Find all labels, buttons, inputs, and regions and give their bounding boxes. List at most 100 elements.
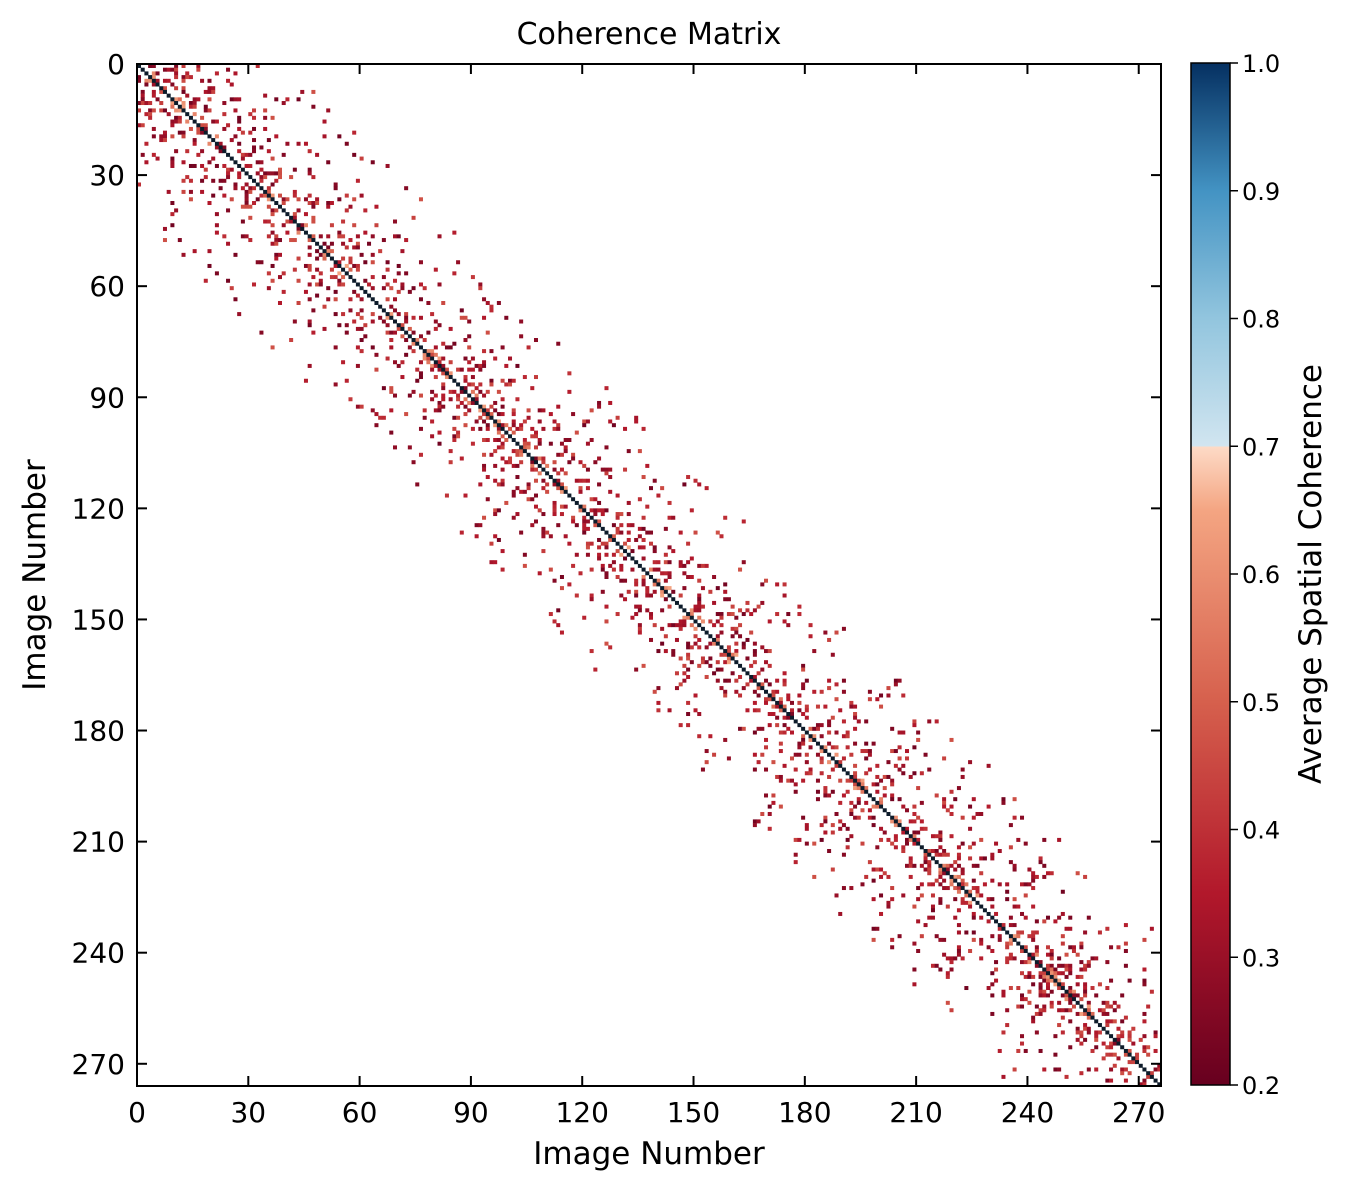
heatmap-cell [200,130,205,135]
diagonal-cell [641,567,646,572]
heatmap-cell [1057,978,1062,983]
heatmap-cell [1060,934,1065,939]
heatmap-cell [875,845,880,850]
diagonal-cell [823,749,828,754]
heatmap-cell [166,112,171,117]
heatmap-cell [170,134,175,139]
heatmap-cell [682,615,687,620]
heatmap-cell [953,797,958,802]
heatmap-cell [248,238,253,243]
heatmap-cell [593,523,598,528]
diagonal-cell [363,289,368,294]
heatmap-cell [240,204,245,209]
heatmap-cell [552,482,557,487]
heatmap-cell [437,400,442,405]
heatmap-cell [200,189,205,194]
diagonal-cell [797,723,802,728]
diagonal-cell [1012,937,1017,942]
heatmap-cell [567,541,572,546]
heatmap-cell [181,75,186,80]
heatmap-cell [723,652,728,657]
heatmap-cell [1120,1030,1125,1035]
diagonal-cell [1135,1060,1140,1065]
heatmap-cell [341,360,346,365]
heatmap-cell [830,823,835,828]
diagonal-cell [649,575,654,579]
heatmap-cell [151,71,156,76]
heatmap-cell [912,723,917,728]
heatmap-cell [623,578,628,583]
heatmap-cell [652,567,657,572]
heatmap-cell [1053,971,1058,976]
heatmap-cell [385,260,390,265]
heatmap-cell [1064,963,1069,968]
diagonal-cell [1086,1011,1091,1016]
heatmap-cell [827,741,832,746]
heatmap-cell [797,752,802,757]
diagonal-cell [871,797,876,802]
heatmap-cell [923,826,928,831]
heatmap-cell [1101,1056,1106,1061]
x-axis-ticks: 0 30 60 90 120 150 180 210 240 270 [128,64,1165,1129]
heatmap-cell [912,982,917,987]
diagonal-cell [734,660,739,665]
heatmap-cell [430,419,435,424]
heatmap-cell [545,530,550,535]
heatmap-cell [734,689,739,694]
heatmap-cell [329,275,334,280]
heatmap-cell [207,263,212,268]
heatmap-cell [329,241,334,246]
diagonal-cell [1071,997,1076,1002]
heatmap-cell [196,97,201,102]
heatmap-cell [537,437,542,442]
heatmap-cell [244,193,249,198]
heatmap-cell [441,300,446,305]
heatmap-cell [853,782,858,787]
heatmap-cell [574,593,579,598]
heatmap-cell [140,97,145,102]
heatmap-cell [511,430,516,435]
heatmap-cell [504,363,509,368]
heatmap-cell [1042,971,1047,976]
heatmap-cell [307,245,312,250]
diagonal-cell [1105,1030,1110,1035]
heatmap-cell [778,774,783,779]
heatmap-cell [764,767,769,772]
heatmap-cell [1020,911,1025,916]
heatmap-cell [808,745,813,750]
heatmap-cell [801,712,806,717]
heatmap-cell [259,175,264,180]
heatmap-cell [404,186,409,191]
heatmap-cell [541,408,546,413]
heatmap-cell [240,130,245,135]
heatmap-cell [337,134,342,139]
diagonal-cell [545,471,550,476]
heatmap-cell [864,749,869,754]
heatmap-cell [949,960,954,965]
heatmap-cell [867,815,872,820]
heatmap-cell [786,693,791,698]
heatmap-cell [400,286,405,291]
heatmap-cell [708,619,713,624]
heatmap-cell [905,808,910,813]
heatmap-cell [474,419,479,424]
heatmap-cell [203,126,208,131]
heatmap-cell [1068,986,1073,991]
heatmap-cell [1105,1078,1110,1083]
heatmap-cell [919,893,924,898]
heatmap-cell [856,778,861,783]
heatmap-cell [619,567,624,572]
heatmap-cell [801,741,806,746]
heatmap-cell [1060,971,1065,976]
heatmap-cell [945,852,950,857]
heatmap-cell [1116,945,1121,950]
heatmap-cell [682,571,687,576]
heatmap-cell [930,963,935,968]
heatmap-cell [307,297,312,302]
heatmap-cell [567,437,572,442]
heatmap-cell [1042,1008,1047,1013]
heatmap-cell [990,993,995,998]
heatmap-cell [860,782,865,787]
heatmap-cell [1049,1000,1054,1005]
heatmap-cell [266,286,271,291]
